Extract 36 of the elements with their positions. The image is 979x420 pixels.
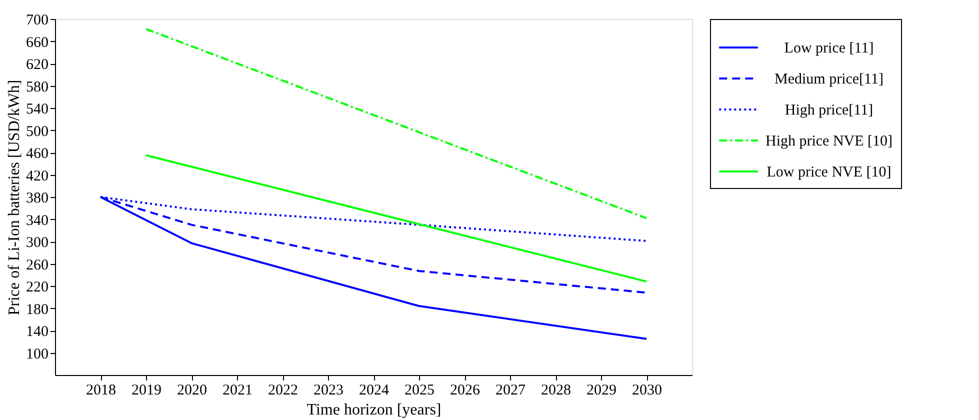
y-tick-label: 500 [26, 124, 48, 140]
y-tick-label: 100 [26, 346, 48, 362]
y-tick-label: 420 [26, 168, 48, 184]
legend-label: High price[11] [784, 102, 874, 118]
y-tick-label: 620 [26, 57, 48, 73]
x-tick-label: 2022 [268, 382, 298, 398]
legend-label: Medium price[11] [774, 72, 884, 88]
y-tick-label: 700 [26, 12, 48, 28]
x-tick-label: 2026 [450, 382, 480, 398]
y-tick-label: 540 [26, 102, 48, 118]
y-tick-label: 660 [26, 34, 48, 51]
legend-label: Low price NVE [10] [766, 164, 892, 180]
y-axis-title: Price of Li-Ion batteries [USD/kWh] [6, 80, 23, 316]
x-tick-label: 2028 [541, 382, 571, 398]
x-tick-label: 2024 [359, 382, 390, 398]
legend-label: High price NVE [10] [765, 134, 893, 150]
y-tick-label: 220 [26, 280, 48, 296]
y-tick-label: 140 [26, 324, 48, 340]
x-tick-label: 2020 [177, 382, 207, 398]
y-tick-label: 460 [26, 146, 48, 162]
y-tick-label: 580 [26, 79, 48, 96]
y-tick-label: 300 [26, 235, 48, 251]
x-tick-label: 2025 [404, 382, 434, 398]
y-tick-label: 340 [26, 212, 48, 229]
y-tick-label: 380 [26, 190, 48, 206]
y-tick-label: 260 [26, 257, 48, 274]
x-tick-label: 2018 [86, 382, 116, 398]
x-axis-title: Time horizon [years] [306, 402, 442, 418]
x-tick-label: 2019 [132, 382, 162, 398]
x-tick-label: 2027 [496, 382, 526, 398]
x-tick-label: 2023 [314, 382, 344, 398]
y-tick-label: 180 [26, 302, 48, 318]
x-tick-label: 2030 [632, 382, 662, 398]
x-tick-label: 2021 [222, 382, 252, 398]
legend-label: Low price [11] [784, 40, 874, 56]
x-tick-label: 2029 [586, 382, 616, 398]
